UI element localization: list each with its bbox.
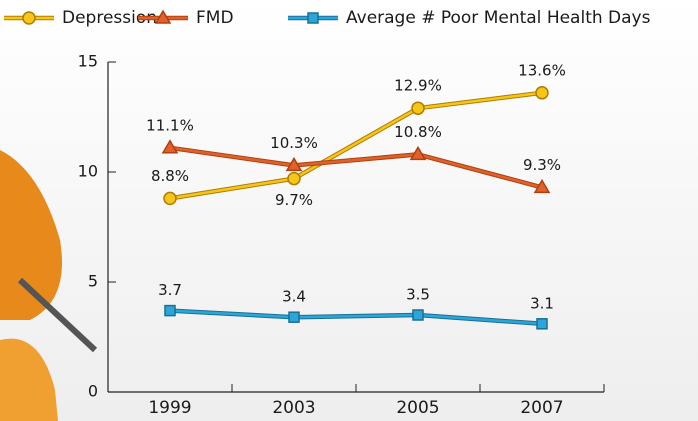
point [163,191,177,206]
legend-label: FMD [196,8,234,28]
x-tick-label: 1999 [148,398,191,418]
x-tick-label: 2005 [396,398,439,418]
point [287,171,301,186]
decoration [0,150,62,320]
point [288,311,300,323]
decoration [17,277,98,353]
data-label: 8.8% [151,167,189,185]
point [22,11,36,25]
y-tick-label: 0 [88,382,98,401]
point [535,86,549,100]
point [411,101,425,115]
series-line-inner [169,146,543,189]
decoration [0,338,58,421]
data-label: 12.9% [394,77,442,95]
y-tick-label: 15 [78,52,98,71]
data-label: 3.7 [158,281,182,299]
data-label: 10.3% [270,134,318,152]
point [536,318,548,330]
point [307,12,319,24]
y-tick-label: 10 [78,162,98,181]
data-label: 9.3% [523,156,561,174]
legend-label: Depression [62,8,157,28]
data-label: 3.4 [282,288,306,306]
point [285,156,303,172]
data-label: 11.1% [146,116,194,134]
point [161,139,179,154]
series-line-inner [169,309,543,326]
data-label: 10.8% [394,123,442,141]
data-label: 13.6% [518,61,566,79]
point [154,9,172,24]
series-line-inner [169,91,543,200]
point [533,178,551,194]
data-label: 3.5 [406,286,430,304]
y-tick-label: 5 [88,272,98,291]
data-label: 9.7% [275,191,313,209]
point [412,309,424,321]
x-tick-label: 2007 [520,398,563,418]
legend-label: Average # Poor Mental Health Days [346,8,651,28]
x-tick-label: 2003 [272,398,315,418]
data-label: 3.1 [530,294,554,312]
point [164,304,176,317]
point [409,145,427,161]
